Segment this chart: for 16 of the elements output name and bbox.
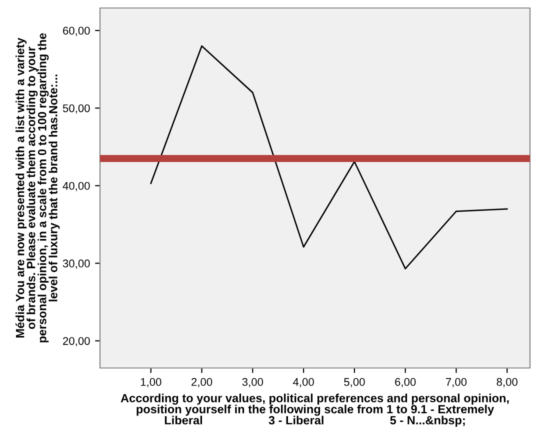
x-axis-title: According to your values, political preferences and personal opinion, position yourself in the following scale from 1 to 9.1 - Extremely Liberal 3 - Liberal 5 - N...&nbsp; <box>120 394 509 427</box>
x-tick-label: 3,00 <box>242 378 264 388</box>
x-tick-label: 8,00 <box>496 378 518 388</box>
line-series <box>150 45 508 270</box>
x-tick-label: 5,00 <box>344 378 365 388</box>
x-tick-label: 2,00 <box>192 378 212 388</box>
y-axis-title: Média You are now presented with a list with a variety of brands. Please evaluate them according to your personal opinion, in a scale from 0 to 100 regarding the level of luxury that the brand has.Note:... <box>15 33 60 342</box>
x-tick-label: 1,00 <box>140 378 162 388</box>
y-tick-label: 40,00 <box>62 182 90 192</box>
x-tick-label: 4,00 <box>292 378 314 388</box>
x-tick-label: 6,00 <box>395 378 416 388</box>
x-tick-label: 7,00 <box>446 378 467 388</box>
y-tick-label: 30,00 <box>62 260 90 269</box>
y-tick-label: 50,00 <box>62 104 90 114</box>
y-tick-label: 20,00 <box>63 337 90 346</box>
y-tick-label: 60,00 <box>63 26 90 36</box>
